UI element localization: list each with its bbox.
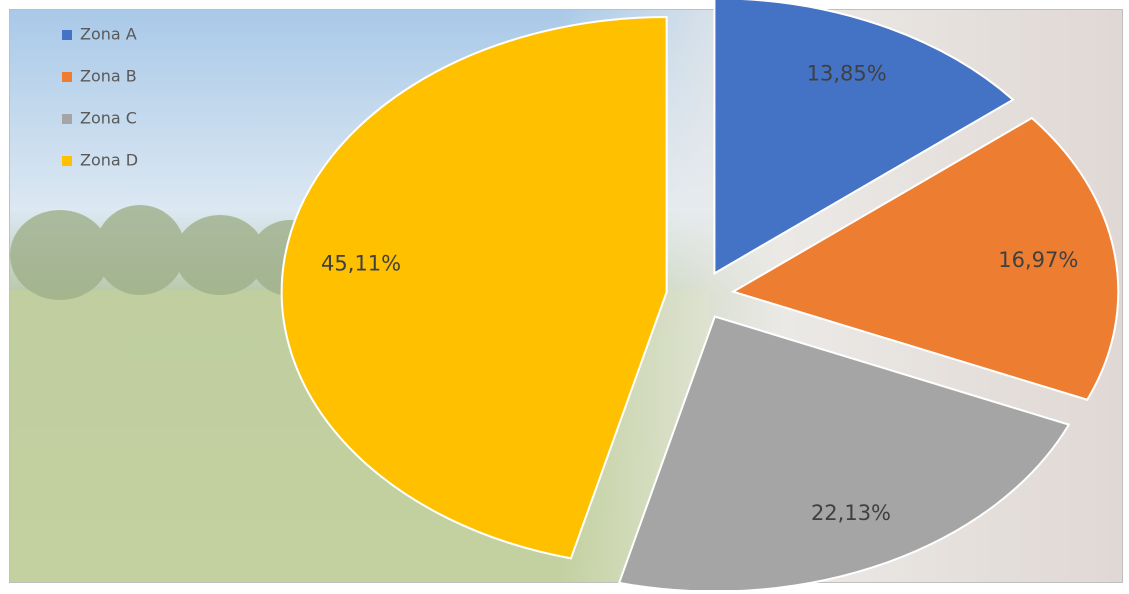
pie-slice xyxy=(280,15,668,560)
data-label: 13,85% xyxy=(807,62,887,86)
legend-label: Zona D xyxy=(80,151,138,170)
legend-marker xyxy=(62,72,72,82)
legend-marker xyxy=(62,114,72,124)
data-label: 45,11% xyxy=(321,251,401,275)
legend-marker xyxy=(62,30,72,40)
pie-slice xyxy=(713,0,1015,276)
data-label: 22,13% xyxy=(811,501,891,525)
data-label: 16,97% xyxy=(998,248,1078,272)
legend-label: Zona B xyxy=(80,67,137,86)
legend-label: Zona A xyxy=(80,25,137,44)
border xyxy=(9,9,1123,583)
legend-label: Zona C xyxy=(80,109,137,128)
pie-slice xyxy=(730,116,1120,401)
legend-marker xyxy=(62,156,72,166)
